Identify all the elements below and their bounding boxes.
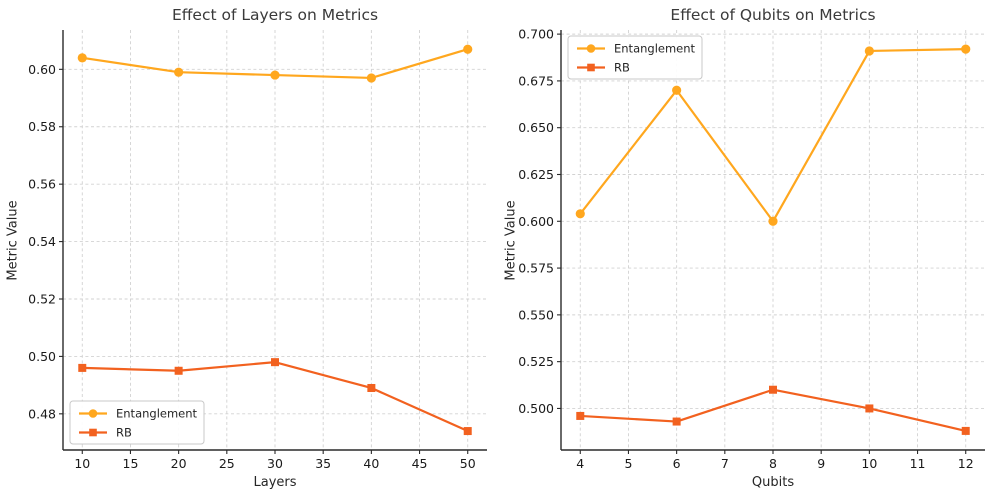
data-point-rb bbox=[271, 358, 279, 367]
data-point-rb bbox=[174, 366, 183, 375]
data-point-entanglement bbox=[366, 73, 376, 83]
x-tick-label: 35 bbox=[315, 456, 331, 471]
legend-marker-circle-icon bbox=[88, 409, 98, 418]
layers-plot: 10 15 20 25 30 35 40 45 50 0.48 0.50 0.52 0.54 0.56 0.… bbox=[28, 30, 487, 471]
data-point-entanglement bbox=[768, 216, 778, 226]
legend-label-entanglement: Entanglement bbox=[614, 42, 696, 56]
x-tick-label: 5 bbox=[624, 456, 632, 471]
x-tick-label: 15 bbox=[123, 456, 139, 471]
y-tick-label: 0.50 bbox=[28, 349, 56, 364]
y-tick-label: 0.575 bbox=[518, 261, 554, 276]
legend-label-rb: RB bbox=[614, 61, 630, 75]
legend-marker-square-icon bbox=[587, 63, 595, 72]
y-tick-label: 0.550 bbox=[518, 307, 554, 322]
layers-chart-xlabel: Layers bbox=[253, 475, 297, 490]
y-tick-label: 0.60 bbox=[28, 62, 56, 77]
y-tick-label: 0.600 bbox=[518, 214, 554, 229]
x-tick-label: 4 bbox=[576, 456, 584, 471]
qubits-chart-title: Effect of Qubits on Metrics bbox=[670, 6, 876, 24]
legend-marker-square-icon bbox=[89, 428, 97, 437]
y-tick-label: 0.52 bbox=[28, 291, 56, 306]
x-tick-label: 45 bbox=[412, 456, 428, 471]
qubits-chart: Effect of Qubits on Metrics Metric Value… bbox=[498, 0, 997, 495]
x-tick-label: 30 bbox=[267, 456, 283, 471]
x-tick-label: 12 bbox=[958, 456, 974, 471]
qubits-plot: 4 5 6 7 8 9 10 11 12 0.500 0.525 0.550 0.575 0.600 0.6… bbox=[518, 27, 985, 471]
y-tick-label: 0.650 bbox=[518, 120, 554, 135]
x-tick-label: 20 bbox=[171, 456, 187, 471]
legend-label-entanglement: Entanglement bbox=[116, 407, 198, 421]
x-tick-label: 11 bbox=[910, 456, 926, 471]
x-tick-label: 6 bbox=[673, 456, 681, 471]
data-point-entanglement bbox=[864, 46, 874, 56]
qubits-chart-xlabel: Qubits bbox=[751, 475, 795, 490]
y-tick-label: 0.700 bbox=[518, 27, 554, 42]
x-tick-label: 50 bbox=[460, 456, 476, 471]
data-point-entanglement bbox=[463, 44, 473, 54]
y-tick-label: 0.58 bbox=[28, 119, 56, 134]
layers-chart-title: Effect of Layers on Metrics bbox=[171, 6, 379, 24]
x-tick-label: 9 bbox=[817, 456, 825, 471]
data-point-rb bbox=[463, 427, 472, 436]
data-point-rb bbox=[961, 426, 970, 435]
x-tick-label: 25 bbox=[219, 456, 235, 471]
legend-label-rb: RB bbox=[116, 426, 132, 440]
y-tick-label: 0.675 bbox=[518, 73, 554, 88]
data-point-rb bbox=[367, 383, 376, 392]
x-tick-label: 10 bbox=[74, 456, 90, 471]
data-point-entanglement bbox=[672, 85, 682, 95]
data-point-rb bbox=[576, 411, 585, 420]
data-point-entanglement bbox=[77, 53, 87, 63]
x-tick-label: 8 bbox=[769, 456, 777, 471]
data-point-rb bbox=[865, 404, 874, 413]
data-point-rb bbox=[769, 385, 777, 394]
legend-marker-circle-icon bbox=[586, 44, 596, 53]
data-point-entanglement bbox=[575, 209, 585, 219]
data-point-rb bbox=[78, 363, 87, 372]
x-tick-label: 40 bbox=[363, 456, 379, 471]
y-tick-label: 0.56 bbox=[28, 177, 56, 192]
x-tick-label: 10 bbox=[861, 456, 877, 471]
y-tick-label: 0.48 bbox=[28, 406, 56, 421]
data-point-entanglement bbox=[270, 70, 280, 80]
data-point-entanglement bbox=[174, 67, 184, 77]
x-tick-label: 7 bbox=[721, 456, 729, 471]
data-point-entanglement bbox=[961, 44, 971, 54]
y-tick-label: 0.525 bbox=[518, 354, 554, 369]
data-point-rb bbox=[672, 417, 681, 426]
layers-chart: Effect of Layers on Metrics Metric Value… bbox=[0, 0, 498, 495]
y-tick-label: 0.54 bbox=[28, 234, 56, 249]
y-tick-label: 0.500 bbox=[518, 401, 554, 416]
y-tick-label: 0.625 bbox=[518, 167, 554, 182]
